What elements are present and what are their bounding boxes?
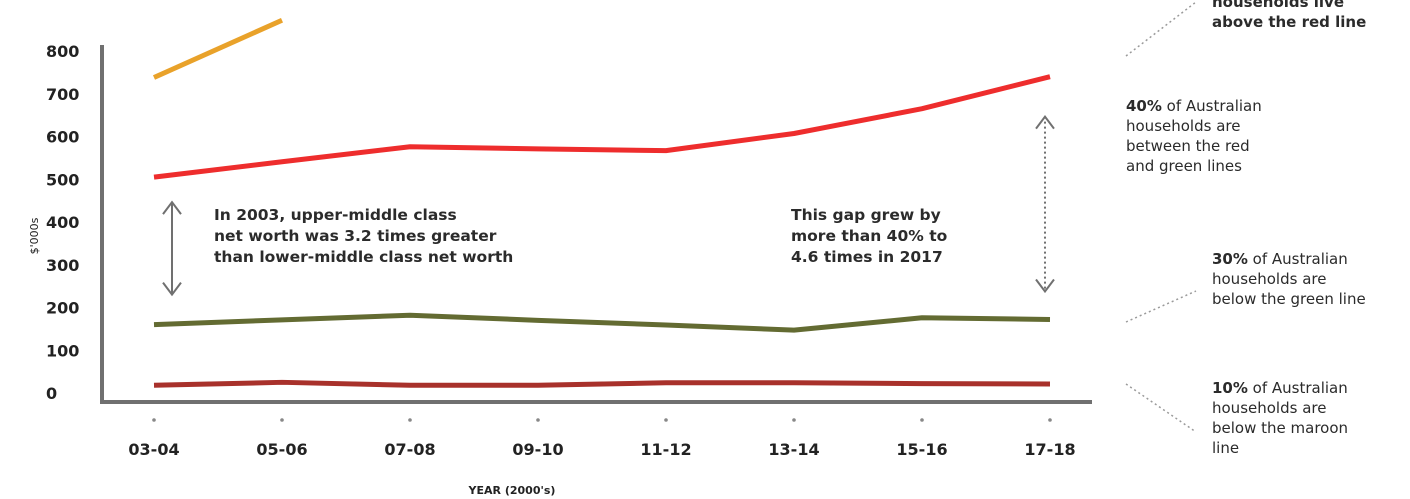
side-note-red-green-pct: 40% [1126, 97, 1162, 115]
side-note-red-green: 40% of Australian households are between… [1126, 96, 1316, 176]
side-note-maroon-text3: below the maroon [1212, 419, 1349, 437]
leader-lines [1125, 1, 1197, 433]
annotation-2003-line2b: 3.2 times greater [344, 227, 497, 245]
series-line-4 [153, 379, 1051, 388]
side-note-green: 30% of Australian households are below t… [1212, 249, 1402, 309]
annotation-gap-line3: 4.6 times in 2017 [791, 248, 943, 266]
annotation-gap-line2b: to [923, 227, 948, 245]
series-line-3 [153, 312, 1051, 333]
axis-frame [100, 45, 1092, 404]
y-tick-label: 700 [46, 85, 79, 104]
side-note-green-text3: below the green line [1212, 290, 1366, 308]
side-note-red-green-text2: households are [1126, 117, 1241, 135]
side-note-green-text2: households are [1212, 270, 1327, 288]
x-tick-label: 13-14 [768, 440, 819, 459]
x-tick-label: 05-06 [256, 440, 307, 459]
series-layer [152, 17, 1051, 388]
y-tick-label: 500 [46, 170, 79, 189]
leader-line-green [1125, 290, 1197, 323]
gap-arrow-2017-head-top [1035, 114, 1055, 130]
annotation-2003-line3: than lower-middle class net worth [214, 248, 514, 266]
side-note-maroon-text1: of Australian [1247, 379, 1348, 397]
y-tick-label: 400 [46, 213, 79, 232]
gap-arrow-2003-head-bottom [162, 282, 182, 297]
x-tick-label: 11-12 [640, 440, 691, 459]
side-note-maroon-pct: 10% [1212, 379, 1248, 397]
side-note-red-green-text3: between the red [1126, 137, 1250, 155]
annotation-gap-line1: This gap grew by [791, 206, 941, 224]
side-note-green-text1: of Australian [1247, 250, 1348, 268]
x-tick-label: 03-04 [128, 440, 179, 459]
x-axis-label: YEAR (2000's) [468, 484, 556, 497]
side-note-maroon-text2: households are [1212, 399, 1327, 417]
annotation-gap-line2a: more than 40% [791, 227, 924, 245]
side-note-top-line2: above the red line [1212, 13, 1367, 31]
side-note-top: households live above the red line [1212, 0, 1402, 32]
x-tick-dot [792, 418, 796, 422]
x-tick-dot [664, 418, 668, 422]
x-tick-label: 17-18 [1024, 440, 1075, 459]
tick-labels: 0 100 200 300 400 500 600 700 800 03-04 05-06 07-08… [46, 42, 1076, 459]
y-tick-label: 200 [46, 299, 79, 318]
x-tick-dot [408, 418, 412, 422]
side-note-red-green-text4: and green lines [1126, 157, 1242, 175]
series-line-1 [152, 17, 284, 80]
x-tick-label: 15-16 [896, 440, 947, 459]
annotation-2003-line2a: net worth was [214, 227, 345, 245]
annotation-2003-line1: In 2003, upper-middle class [214, 206, 457, 224]
y-tick-label: 300 [46, 256, 79, 275]
gap-arrow-2003-head-top [162, 200, 182, 215]
annotation-gap: This gap grew by more than 40% to 4.6 ti… [791, 205, 1011, 268]
annotation-2003: In 2003, upper-middle class net worth wa… [214, 205, 614, 268]
y-tick-label: 800 [46, 42, 79, 61]
x-tick-label: 07-08 [384, 440, 435, 459]
series-line-2 [153, 74, 1051, 180]
x-tick-dot [920, 418, 924, 422]
leader-line-maroon [1125, 383, 1197, 433]
side-note-red-green-text1: of Australian [1161, 97, 1262, 115]
leader-line-top [1125, 1, 1197, 57]
side-note-maroon: 10% of Australian households are below t… [1212, 378, 1402, 458]
x-tick-dot [536, 418, 540, 422]
axes [100, 45, 1092, 404]
gap-arrows [162, 114, 1055, 297]
x-tick-dot [152, 418, 156, 422]
side-note-green-pct: 30% [1212, 250, 1248, 268]
y-tick-label: 600 [46, 128, 79, 147]
y-tick-label: 0 [46, 384, 57, 403]
gap-arrow-2017-head-bottom [1035, 278, 1055, 294]
side-note-maroon-text4: line [1212, 439, 1240, 457]
x-tick-dot [280, 418, 284, 422]
x-tick-dot [1048, 418, 1052, 422]
side-note-top-line1: households live [1212, 0, 1345, 11]
y-tick-label: 100 [46, 341, 79, 360]
y-axis-label: $'000s [28, 217, 41, 254]
x-tick-label: 09-10 [512, 440, 563, 459]
